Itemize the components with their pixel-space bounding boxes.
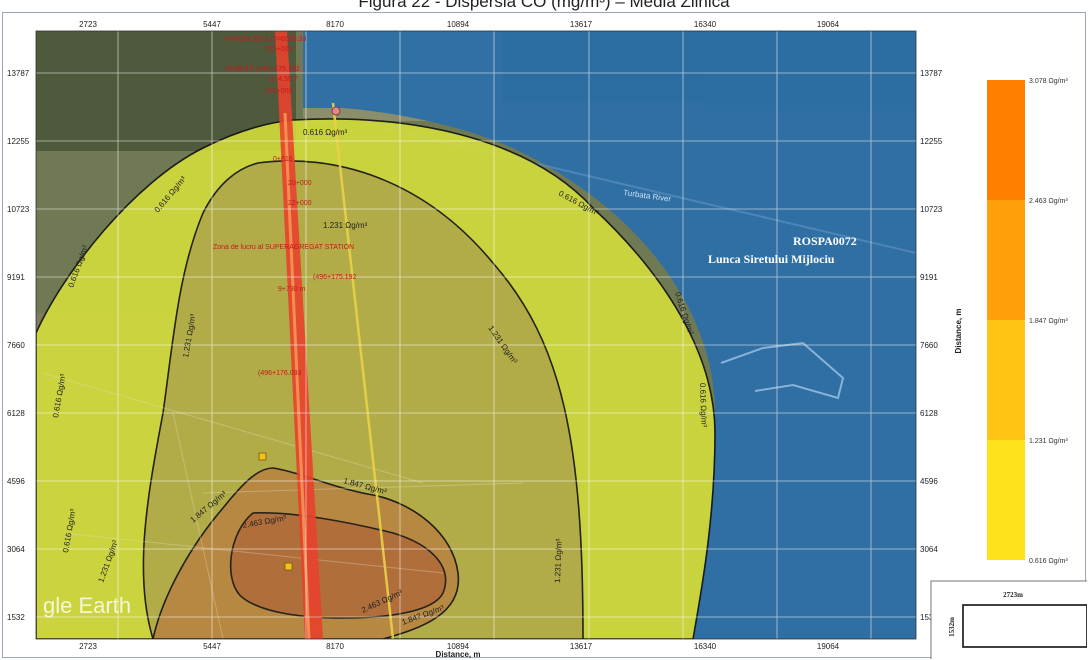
y-tick-label: 4596 — [7, 477, 25, 486]
legend: 3.078 Ωg/m³ 2.463 Ωg/m³ 1.847 Ωg/m³ 1.23… — [987, 78, 1068, 565]
legend-swatch — [987, 80, 1025, 200]
y-tick-label: 7660 — [7, 341, 25, 350]
y-tick-label: 10723 — [920, 205, 943, 214]
y-tick-label: 10723 — [7, 205, 30, 214]
y-tick-label: 13787 — [920, 69, 943, 78]
y-tick-label: 7660 — [920, 341, 938, 350]
road-label: +7.58 T L (496+175.192 — [225, 66, 300, 73]
road-label: (1+4.50 T — [268, 76, 299, 83]
x-tick-label: 16340 — [694, 20, 717, 29]
y-tick-label: 12255 — [920, 137, 943, 146]
x-axis-title: Distance, m — [436, 650, 481, 659]
scale-box: 2723m 1532m — [930, 580, 1087, 659]
y-axis-right: 13787 12255 10723 9191 7660 6128 4596 30… — [920, 69, 963, 622]
legend-label: 3.078 Ωg/m³ — [1029, 78, 1068, 85]
y-tick-label: 6128 — [920, 409, 938, 418]
isoline-label-outer: 0.616 Ωg/m³ — [303, 128, 348, 137]
legend-swatch — [987, 440, 1025, 560]
legend-label: 1.847 Ωg/m³ — [1029, 318, 1068, 325]
y-tick-label: 12255 — [7, 137, 30, 146]
isoline-label-middle: 1.231 Ωg/m³ — [323, 221, 368, 230]
y-tick-label: 3064 — [920, 545, 938, 554]
road-label: 9+730 m — [278, 286, 306, 293]
legend-swatch — [987, 200, 1025, 320]
x-tick-label: 16340 — [694, 642, 717, 651]
road-label: (496+175.192 — [313, 274, 357, 281]
x-tick-label: 13617 — [570, 20, 593, 29]
x-tick-label: 8170 — [326, 20, 344, 29]
y-tick-label: 4596 — [920, 477, 938, 486]
y-tick-label: 3064 — [7, 545, 25, 554]
plot-area: (0=6034.20) 1 (0=6050.33 225+003 +7.58 T… — [36, 31, 916, 639]
isoline-label-outer: 0.616 Ωg/m³ — [698, 383, 709, 428]
protected-area-zone — [303, 31, 916, 639]
legend-label: 0.616 Ωg/m³ — [1029, 558, 1068, 565]
x-tick-label: 19064 — [817, 20, 840, 29]
x-axis-top: 2723 5447 8170 10894 13617 16340 19064 — [79, 20, 840, 29]
x-tick-label: 5447 — [203, 642, 221, 651]
x-tick-label: 10894 — [447, 20, 470, 29]
x-tick-label: 8170 — [326, 642, 344, 651]
y-tick-label: 6128 — [7, 409, 25, 418]
dispersion-map[interactable]: (0=6034.20) 1 (0=6050.33 225+003 +7.58 T… — [3, 13, 1087, 659]
protected-area-name: Lunca Siretului Mijlociu — [708, 252, 835, 266]
x-tick-label: 10894 — [447, 642, 470, 651]
x-tick-label: 19064 — [817, 642, 840, 651]
x-tick-label: 5447 — [203, 20, 221, 29]
x-tick-label: 13617 — [570, 642, 593, 651]
y-tick-label: 13787 — [7, 69, 30, 78]
road-label: (496+176.093 — [258, 370, 302, 377]
grid — [36, 31, 916, 639]
road-label: 225+003 — [265, 46, 293, 53]
legend-label: 1.231 Ωg/m³ — [1029, 438, 1068, 445]
y-tick-label: 9191 — [920, 273, 938, 282]
x-tick-label: 2723 — [79, 20, 97, 29]
watermark: gle Earth — [43, 593, 131, 618]
legend-label: 2.463 Ωg/m³ — [1029, 198, 1068, 205]
y-axis-title: Distance, m — [954, 309, 963, 354]
road-label: 220+000 — [265, 88, 293, 95]
road-label: 22+000 — [288, 200, 312, 207]
y-tick-label: 9191 — [7, 273, 25, 282]
legend-swatch — [987, 320, 1025, 440]
isoline-core — [229, 511, 447, 619]
isoline-label-middle: 1.231 Ωg/m³ — [553, 538, 564, 583]
y-axis-left: 13787 12255 10723 9191 7660 6128 4596 30… — [7, 69, 30, 622]
receptor-marker — [284, 562, 293, 571]
protected-area-code: ROSPA0072 — [793, 234, 857, 248]
page-title: Figura 22 - Dispersia CO (mg/m³) – Media… — [358, 0, 730, 11]
scale-y-label: 1532m — [948, 617, 956, 637]
road-label: Zona de lucru al SUPERAGREGAT STATION — [213, 244, 354, 251]
road-label: 20+000 — [288, 180, 312, 187]
scale-x-label: 2723m — [1003, 591, 1023, 599]
road-label: (0=6034.20) 1 (0=6050.33 — [225, 36, 306, 43]
map-frame: (0=6034.20) 1 (0=6050.33 225+003 +7.58 T… — [2, 12, 1087, 659]
source-marker — [331, 106, 341, 116]
x-tick-label: 2723 — [79, 642, 97, 651]
y-tick-label: 1532 — [920, 613, 938, 622]
receptor-marker — [258, 452, 267, 461]
y-tick-label: 1532 — [7, 613, 25, 622]
x-axis-bottom: 2723 5447 8170 10894 13617 16340 19064 D… — [79, 642, 840, 659]
road-label: 0+616 — [273, 156, 293, 163]
